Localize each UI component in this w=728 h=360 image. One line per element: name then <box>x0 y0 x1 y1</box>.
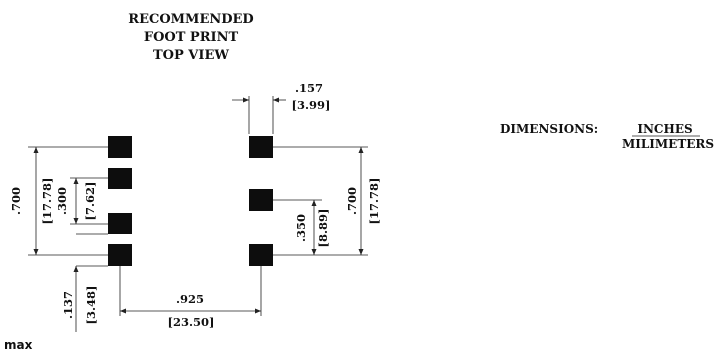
pad-left-4 <box>108 244 132 266</box>
pad-right-1 <box>249 136 273 158</box>
units-label: DIMENSIONS: <box>500 122 598 136</box>
row-spacing-inches: .925 <box>176 292 204 306</box>
pad-left-1 <box>108 136 132 158</box>
pad-height-inches: .137 <box>61 291 75 319</box>
right-pitch-dimension <box>273 199 322 256</box>
pad-width-inches: .157 <box>295 81 323 95</box>
left-pitch-inches: .300 <box>55 187 69 215</box>
right-pitch-inches: .350 <box>294 214 308 242</box>
pad-left-3 <box>108 213 132 234</box>
right-span-inches: .700 <box>345 187 359 215</box>
pad-left-2 <box>108 168 132 189</box>
title-line-1: RECOMMENDED <box>128 12 253 27</box>
title-line-2: FOOT PRINT <box>144 30 239 45</box>
left-span-inches: .700 <box>9 187 23 215</box>
right-pitch-mm: [8.89] <box>316 209 330 248</box>
max-note: max <box>4 338 33 352</box>
row-spacing-mm: [23.50] <box>168 315 215 329</box>
left-pitch-mm: [7.62] <box>83 182 97 221</box>
left-span-mm: [17.78] <box>40 178 54 225</box>
pad-height-mm: [3.48] <box>84 286 98 325</box>
left-span-dimension <box>28 146 108 256</box>
right-span-dimension <box>273 146 368 256</box>
row-spacing-dimension <box>119 266 262 316</box>
units-secondary: MILIMETERS <box>622 137 714 151</box>
right-span-mm: [17.78] <box>367 178 381 225</box>
pad-right-3 <box>249 244 273 266</box>
pad-right-2 <box>249 189 273 211</box>
units-primary: INCHES <box>637 122 692 136</box>
title-line-3: TOP VIEW <box>153 48 229 63</box>
pad-width-mm: [3.99] <box>292 98 331 112</box>
pad-width-dimension <box>232 96 286 134</box>
pad-height-dimension <box>73 265 108 332</box>
left-pitch-dimension <box>70 177 108 235</box>
